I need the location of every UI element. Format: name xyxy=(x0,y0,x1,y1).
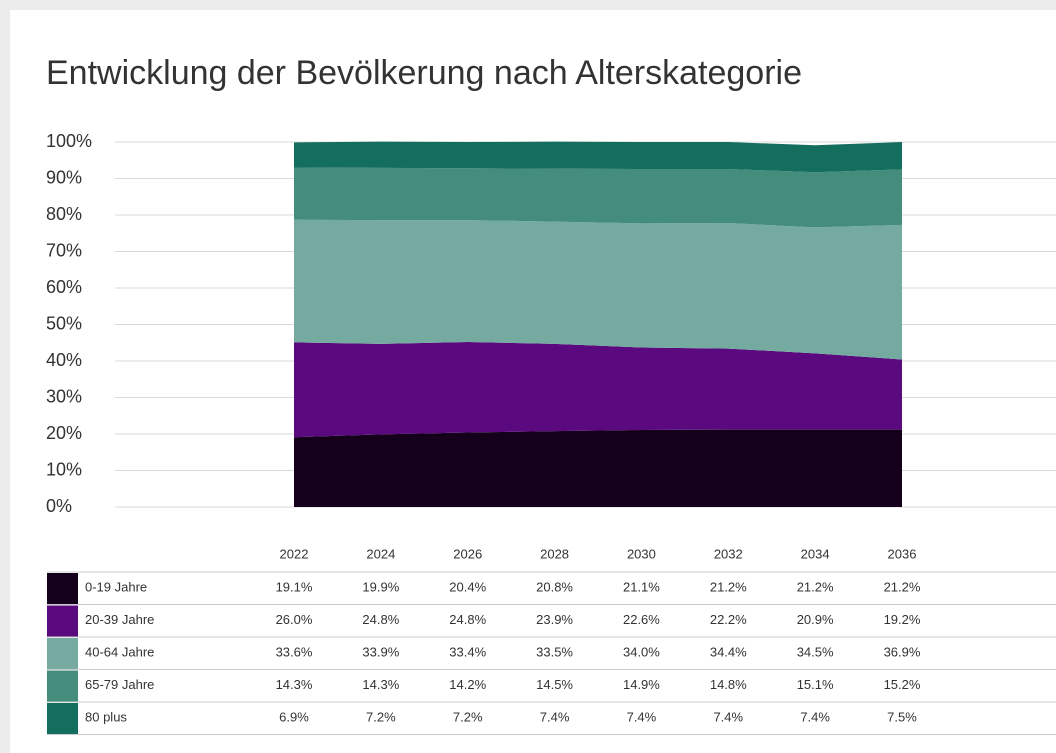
table-header: 2026 xyxy=(453,546,482,561)
area xyxy=(294,342,902,438)
legend-swatch xyxy=(47,638,78,670)
y-tick-label: 100% xyxy=(46,131,92,151)
value-label: 33.5% xyxy=(536,645,573,660)
legend-swatch xyxy=(47,703,78,735)
value-label: 14.5% xyxy=(536,677,573,692)
value-label: 7.2% xyxy=(366,710,396,725)
value-label: 34.4% xyxy=(710,645,747,660)
value-label: 33.9% xyxy=(362,645,399,660)
value-label: 33.6% xyxy=(276,645,313,660)
legend-label: 40-64 Jahre xyxy=(85,645,154,660)
value-label: 21.2% xyxy=(710,580,747,595)
value-label: 21.1% xyxy=(623,580,660,595)
value-label: 7.5% xyxy=(887,710,917,725)
area xyxy=(294,141,902,173)
area xyxy=(294,219,902,360)
legend-label: 20-39 Jahre xyxy=(85,612,154,627)
value-label: 15.2% xyxy=(884,677,921,692)
y-tick-label: 40% xyxy=(46,350,82,370)
area xyxy=(294,167,902,228)
value-label: 22.2% xyxy=(710,612,747,627)
legend-label: 80 plus xyxy=(85,710,127,725)
y-tick-label: 70% xyxy=(46,240,82,260)
value-label: 15.1% xyxy=(797,677,834,692)
value-label: 7.4% xyxy=(627,710,657,725)
value-label: 22.6% xyxy=(623,612,660,627)
y-tick-label: 20% xyxy=(46,423,82,443)
chart-title: Entwicklung der Bevölkerung nach Altersk… xyxy=(46,54,802,92)
table-header: 2024 xyxy=(366,546,395,561)
area xyxy=(294,429,902,507)
legend-label: 0-19 Jahre xyxy=(85,580,147,595)
table-header: 2036 xyxy=(888,546,917,561)
table-header: 2028 xyxy=(540,546,569,561)
y-tick-label: 90% xyxy=(46,167,82,187)
value-label: 21.2% xyxy=(797,580,834,595)
value-label: 7.4% xyxy=(540,710,570,725)
table-header: 2030 xyxy=(627,546,656,561)
value-label: 7.4% xyxy=(800,710,830,725)
value-label: 20.4% xyxy=(449,580,486,595)
legend-swatch xyxy=(47,605,78,637)
value-label: 6.9% xyxy=(279,710,309,725)
value-label: 24.8% xyxy=(362,612,399,627)
value-label: 7.4% xyxy=(713,710,743,725)
value-label: 7.2% xyxy=(453,710,483,725)
value-label: 14.8% xyxy=(710,677,747,692)
value-label: 20.9% xyxy=(797,612,834,627)
value-label: 34.5% xyxy=(797,645,834,660)
value-label: 14.2% xyxy=(449,677,486,692)
legend-swatch xyxy=(47,573,78,605)
table-header: 2022 xyxy=(280,546,309,561)
value-label: 14.3% xyxy=(276,677,313,692)
value-label: 19.1% xyxy=(276,580,313,595)
y-tick-label: 80% xyxy=(46,204,82,224)
value-label: 20.8% xyxy=(536,580,573,595)
value-label: 24.8% xyxy=(449,612,486,627)
legend-swatch xyxy=(47,670,78,702)
value-label: 26.0% xyxy=(276,612,313,627)
y-tick-label: 60% xyxy=(46,277,82,297)
y-tick-label: 0% xyxy=(46,496,72,516)
value-label: 36.9% xyxy=(884,645,921,660)
y-tick-label: 10% xyxy=(46,459,82,479)
value-label: 34.0% xyxy=(623,645,660,660)
value-label: 33.4% xyxy=(449,645,486,660)
value-label: 23.9% xyxy=(536,612,573,627)
table-header: 2034 xyxy=(801,546,830,561)
legend-label: 65-79 Jahre xyxy=(85,677,154,692)
value-label: 19.2% xyxy=(884,612,921,627)
value-label: 21.2% xyxy=(884,580,921,595)
table-header: 2032 xyxy=(714,546,743,561)
value-label: 14.9% xyxy=(623,677,660,692)
value-label: 19.9% xyxy=(362,580,399,595)
value-label: 14.3% xyxy=(362,677,399,692)
y-tick-label: 50% xyxy=(46,313,82,333)
y-tick-label: 30% xyxy=(46,386,82,406)
